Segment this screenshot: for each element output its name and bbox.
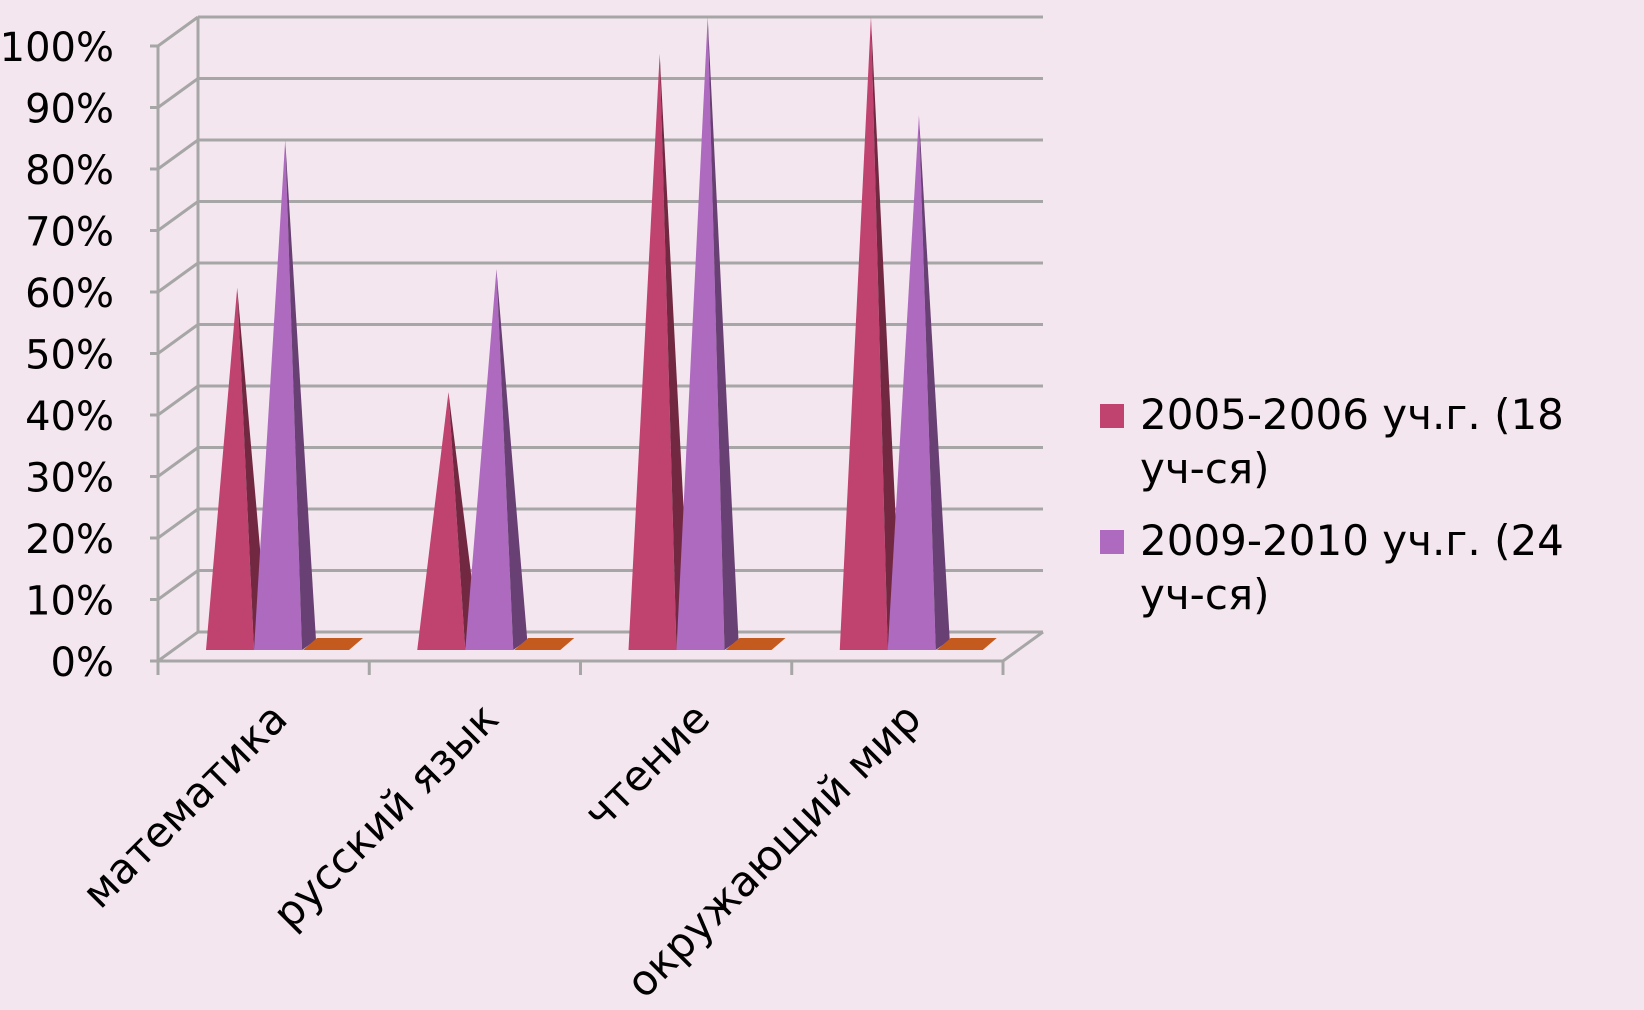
pyramid-side-1 — [659, 53, 691, 650]
side-gridline — [157, 138, 199, 171]
side-gridline — [157, 323, 199, 355]
y-tick-label: 50% — [25, 333, 114, 379]
side-gridline — [157, 15, 199, 48]
legend-item-series-2: 2009-2010 уч.г. (24 уч-ся) — [1100, 514, 1640, 622]
y-tick-label: 0% — [51, 640, 114, 686]
y-tick-label: 70% — [25, 210, 114, 256]
legend-item-series-1: 2005-2006 уч.г. (18 уч-ся) — [1100, 388, 1640, 496]
floor-edge — [1002, 630, 1044, 663]
pyramid-2 — [887, 115, 936, 650]
pyramid-1 — [206, 287, 254, 650]
legend-label-series-2: 2009-2010 уч.г. (24 уч-ся) — [1140, 516, 1564, 619]
pyramid-1 — [839, 17, 888, 650]
x-tick-label: математика — [73, 693, 297, 917]
y-tick-label: 10% — [25, 579, 114, 625]
side-gridline — [157, 77, 199, 109]
pyramid-side-2 — [496, 269, 528, 650]
pyramid-side-2 — [707, 17, 739, 650]
pyramid-1 — [417, 392, 466, 650]
x-tick-label: чтение — [574, 693, 719, 838]
side-gridline — [157, 261, 199, 294]
legend-label-series-1: 2005-2006 уч.г. (18 уч-ся) — [1140, 390, 1564, 493]
side-gridline — [157, 507, 199, 540]
floor-marker — [303, 638, 363, 650]
pyramid-side-1 — [870, 17, 902, 650]
legend-swatch-series-2 — [1100, 530, 1124, 554]
side-gridline — [157, 446, 199, 478]
y-tick-label: 40% — [25, 394, 114, 440]
legend-swatch-series-1 — [1100, 404, 1124, 428]
side-gridline — [157, 384, 199, 417]
pyramid-1 — [628, 53, 677, 650]
side-gridline — [157, 569, 199, 601]
floor-marker — [936, 638, 997, 650]
side-gridline — [157, 630, 199, 663]
y-tick-label: 20% — [25, 517, 114, 563]
y-tick-label: 100% — [0, 25, 114, 71]
floor-marker — [725, 638, 786, 650]
pyramid-side-2 — [285, 140, 316, 650]
x-tick-label: русский язык — [263, 693, 508, 938]
y-tick-label: 30% — [25, 456, 114, 502]
chart-legend: 2005-2006 уч.г. (18 уч-ся) 2009-2010 уч.… — [1100, 388, 1640, 640]
pyramid-side-2 — [918, 115, 950, 650]
y-tick-label: 80% — [25, 148, 114, 194]
pyramid-2 — [465, 269, 514, 650]
y-tick-label: 90% — [25, 87, 114, 133]
pyramid-2 — [254, 140, 302, 650]
floor-marker — [514, 638, 575, 650]
y-tick-label: 60% — [25, 271, 114, 317]
side-gridline — [157, 200, 199, 232]
pyramid-2 — [676, 17, 725, 650]
